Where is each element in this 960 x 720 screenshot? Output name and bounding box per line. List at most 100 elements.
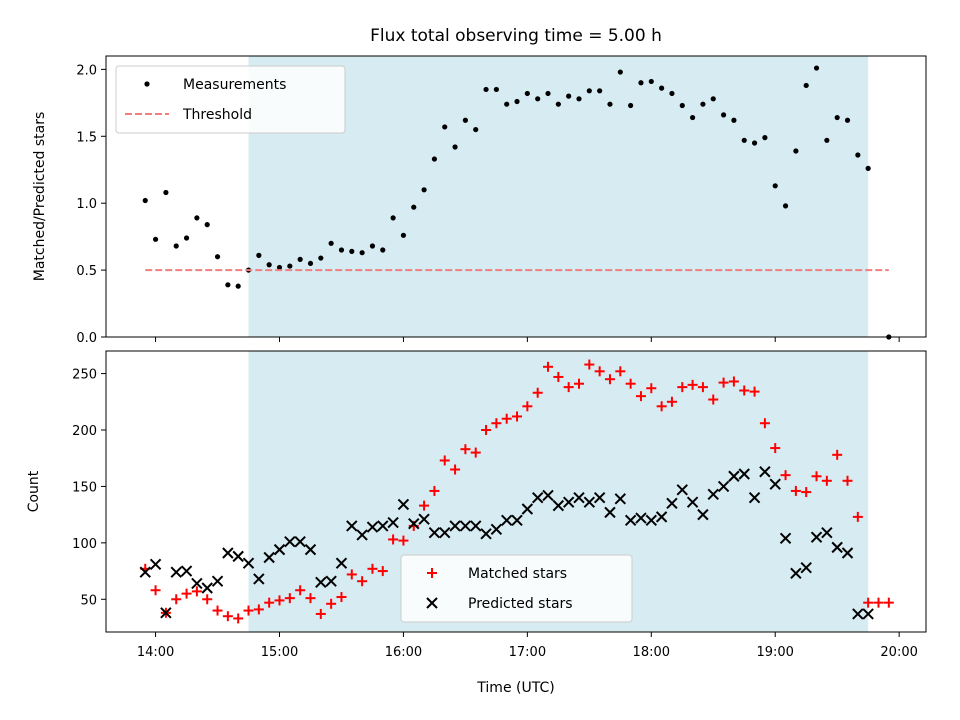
legend-x-b [426,597,438,609]
matched-star-point [697,382,708,393]
predicted-star-point [697,508,709,521]
measurement-point [555,101,561,107]
measurement-point [173,243,179,249]
matched-star-point [759,418,770,429]
matched-star-point [243,605,254,616]
legend-measurement-swatch [144,81,150,87]
x-stroke-b [666,497,678,510]
predicted-star-point [728,470,740,482]
x-stroke-b [635,512,647,524]
x-stroke-b [562,496,575,508]
x-stroke-b [852,608,864,620]
predicted-star-point [521,503,534,515]
x-stroke-b [191,577,203,590]
x-stroke-b [583,496,596,508]
matched-star-point [852,511,863,522]
series-group [139,359,894,624]
matched-star-point [191,586,202,597]
measurement-point [803,82,809,89]
matched-star-point [429,485,440,496]
measurement-point [276,264,283,271]
x-stroke-b [377,520,389,532]
matched-star-point [212,605,223,616]
predicted-star-point [418,513,430,525]
y-tick-label: 0.0 [76,331,97,346]
matched-star-point [326,598,337,609]
predicted-star-point [655,511,668,523]
matched-star-point [253,604,264,615]
matched-star-point [584,359,595,370]
measurement-point [307,260,314,267]
x-tick-label: 18:00 [633,645,670,660]
matched-star-point [336,592,347,603]
measurement-point [442,124,448,130]
x-stroke-b [428,526,441,539]
x-stroke-b [139,566,151,578]
x-stroke-b [500,514,513,526]
matched-star-point [821,475,832,486]
predicted-star-point [366,521,379,533]
x-axis-label: Time (UTC) [476,680,554,696]
matched-star-point [357,576,368,587]
x-stroke-b [408,517,420,530]
measurement-point [287,263,293,269]
measurement-point [617,69,623,75]
measurement-point [576,96,582,102]
predicted-star-point [356,529,368,541]
measurement-point [648,78,654,85]
x-stroke-b [387,516,399,529]
predicted-star-point [346,520,358,532]
x-stroke-b [366,521,379,533]
matched-star-point [863,597,874,608]
y-tick-label: 1.0 [76,197,97,212]
predicted-star-point [800,561,812,574]
x-stroke-b [397,498,410,511]
x-stroke-b [170,566,182,578]
matched-star-point [315,608,326,619]
matched-star-point [512,411,523,422]
matched-star-point [873,597,884,608]
measurement-point [462,117,468,123]
x-stroke-b [573,491,585,504]
measurement-point [338,247,345,253]
matched-star-point [171,594,182,605]
x-stroke-b [211,575,224,587]
predicted-star-point [852,608,864,620]
measurement-point [659,85,665,91]
matched-star-point [377,566,388,577]
x-stroke-b [449,520,461,532]
y-tick-label: 50 [80,593,97,608]
x-tick-label: 15:00 [261,645,298,660]
predicted-star-point [242,557,255,569]
matched-star-point [501,413,512,424]
predicted-star-point [810,531,823,543]
y-tick-label: 2.0 [76,63,97,78]
measurement-point [266,262,272,268]
predicted-star-point [459,520,472,532]
measurement-point [411,204,417,210]
predicted-star-point [377,520,389,532]
legend-label: Predicted stars [468,596,573,612]
predicted-star-point [614,493,627,505]
measurement-point [514,98,520,105]
matched-star-point [532,387,543,398]
measurement-point [762,135,768,141]
measurement-point [597,88,603,94]
measurement-point [741,137,747,143]
x-stroke-b [686,496,699,508]
measurement-point [380,247,386,253]
measurement-point [638,80,644,86]
x-stroke-b [284,536,296,548]
measurement-point [452,144,458,150]
predicted-star-point [790,567,802,580]
matched-star-point [832,449,843,460]
matched-star-point [635,391,646,402]
measurement-point [628,102,634,109]
matched-star-point [718,377,729,388]
x-tick-label: 14:00 [137,645,174,660]
measurement-point [855,152,861,158]
predicted-star-point [449,520,461,532]
predicted-star-point [387,516,399,529]
x-tick-label: 17:00 [509,645,546,660]
predicted-star-point [593,491,606,504]
